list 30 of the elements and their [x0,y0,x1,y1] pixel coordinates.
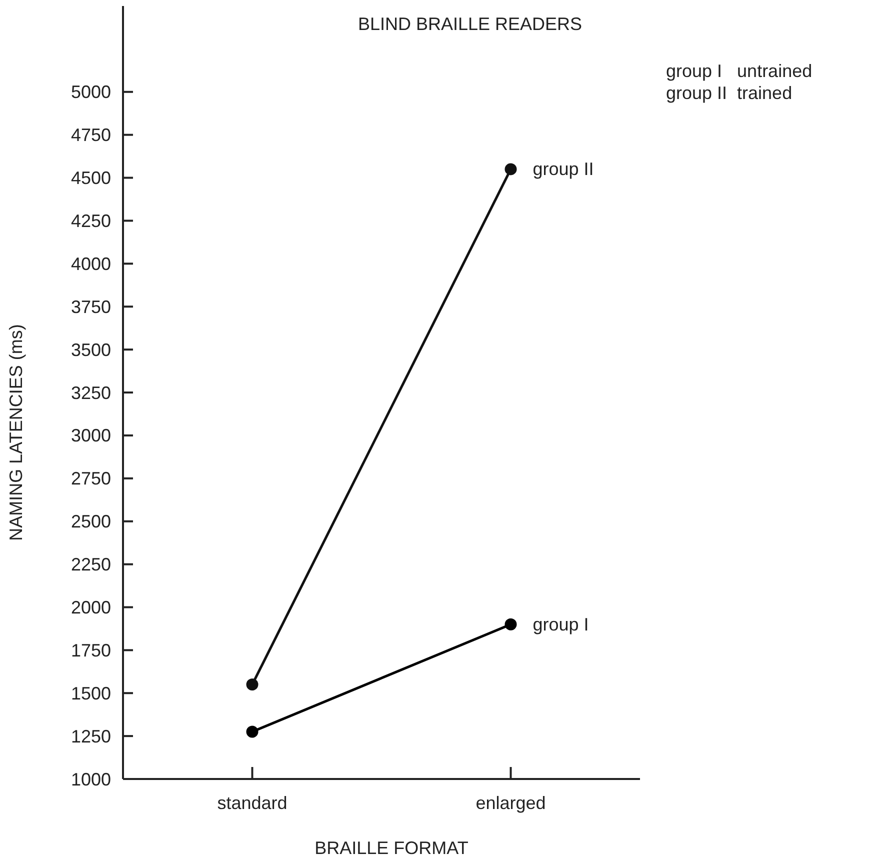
y-tick-label: 1500 [70,683,111,704]
y-tick-label: 4250 [70,211,111,232]
y-tick-label: 1750 [70,640,111,660]
y-tick-label: 2500 [70,512,111,532]
point [246,678,258,691]
series-label: group II [532,159,594,180]
y-tick-label: 5000 [70,82,111,102]
text: group I untrained [666,61,812,81]
y-tick-label: 2250 [70,554,111,575]
y-tick-label: 3250 [70,382,111,403]
point [504,618,517,630]
y-tick-label: 2750 [70,468,111,489]
point [504,163,517,176]
text: group II trained [666,83,792,103]
x-tick-label: enlarged [476,793,546,813]
y-tick-label: 4500 [70,168,111,188]
x-tick-label: standard [217,793,288,813]
point [246,726,258,738]
y-axis-title: NAMING LATENCIES (ms) [6,324,26,541]
y-tick-label: 3750 [70,296,111,317]
y-tick-label: 1000 [70,769,111,790]
y-tick-label: 4000 [70,254,111,274]
series-label: group I [532,614,589,634]
x-axis-title: BRAILLE FORMAT [314,838,468,858]
y-tick-label: 3500 [70,340,111,360]
chart-title: BLIND BRAILLE READERS [358,14,582,34]
y-tick-label: 4750 [70,125,111,146]
y-tick-label: 3000 [70,426,111,446]
y-tick-label: 2000 [70,598,111,618]
y-tick-label: 1250 [70,726,111,746]
